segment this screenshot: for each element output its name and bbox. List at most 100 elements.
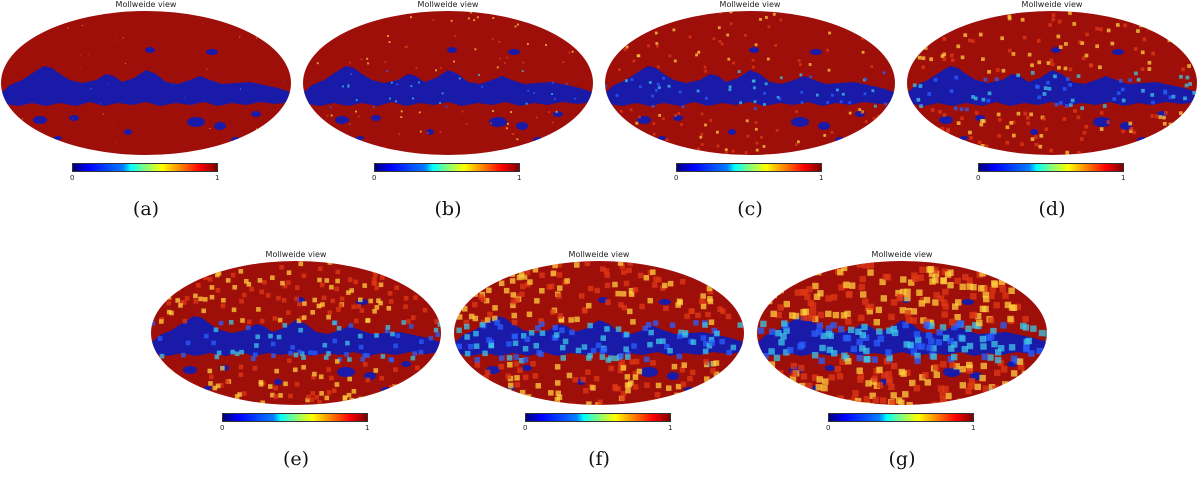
pixel-speckle [960, 55, 965, 60]
pixel-speckle [968, 130, 972, 135]
pixel-speckle [1000, 322, 1007, 329]
pixel-speckle [689, 369, 696, 376]
pixel-speckle [819, 344, 826, 352]
pixel-speckle [639, 85, 642, 89]
pixel-speckle [681, 105, 685, 109]
pixel-speckle [856, 338, 863, 346]
pixel-speckle [953, 363, 960, 370]
pixel-speckle [511, 133, 514, 135]
pixel-speckle [489, 264, 495, 271]
pixel-speckle [1005, 125, 1010, 130]
pixel-speckle [840, 12, 844, 15]
pixel-speckle [157, 297, 162, 302]
pixel-speckle [665, 263, 672, 270]
pixel-speckle [337, 29, 340, 32]
pixel-speckle [387, 291, 393, 296]
pixel-speckle [184, 266, 189, 271]
pixel-speckle [1030, 137, 1035, 141]
pixel-speckle [283, 381, 288, 387]
point-source-mask [960, 136, 968, 140]
pixel-speckle [1027, 52, 1032, 57]
pixel-speckle [665, 138, 669, 142]
pixel-speckle [709, 340, 716, 346]
pixel-speckle [861, 37, 864, 40]
pixel-speckle [335, 278, 340, 284]
pixel-speckle [863, 92, 867, 96]
pixel-speckle [386, 270, 391, 275]
pixel-speckle [468, 313, 475, 320]
pixel-speckle [386, 306, 392, 311]
pixel-speckle [255, 402, 261, 405]
pixel-speckle [713, 360, 720, 366]
pixel-speckle [367, 62, 369, 65]
sky-mask [605, 11, 895, 155]
pixel-speckle [761, 401, 769, 405]
pixel-speckle [1049, 58, 1054, 63]
mollweide-map [757, 261, 1047, 405]
pixel-speckle [860, 291, 867, 298]
point-source-mask [1093, 117, 1111, 127]
pixel-speckle [586, 302, 592, 309]
pixel-speckle [924, 31, 929, 36]
pixel-speckle [418, 111, 421, 114]
pixel-speckle [612, 281, 618, 288]
pixel-speckle [663, 305, 669, 312]
pixel-speckle [359, 308, 365, 313]
pixel-speckle [342, 85, 344, 88]
panel-caption: (c) [737, 198, 763, 220]
pixel-speckle [928, 270, 936, 278]
pixel-speckle [664, 343, 670, 350]
pixel-speckle [250, 356, 256, 362]
pixel-speckle [719, 338, 725, 345]
pixel-speckle [238, 364, 244, 370]
pixel-speckle [987, 317, 995, 324]
pixel-speckle [1147, 26, 1151, 31]
pixel-speckle [1008, 344, 1016, 351]
pixel-speckle [941, 299, 948, 306]
pixel-speckle [811, 330, 818, 337]
pixel-speckle [882, 71, 886, 75]
pixel-speckle [327, 261, 333, 265]
pixel-speckle [337, 357, 342, 362]
pixel-speckle [793, 266, 800, 273]
pixel-speckle [553, 332, 560, 338]
pixel-speckle [871, 89, 875, 93]
pixel-speckle [867, 402, 874, 405]
pixel-speckle [624, 331, 630, 338]
pixel-speckle [485, 406, 491, 412]
pixel-speckle [795, 110, 798, 113]
pixel-speckle [779, 277, 786, 284]
pixel-speckle [270, 275, 275, 280]
pixel-speckle [988, 384, 996, 391]
pixel-speckle [153, 365, 158, 371]
pixel-speckle [1016, 358, 1024, 365]
pixel-speckle [355, 110, 357, 113]
pixel-speckle [704, 386, 711, 393]
pixel-speckle [976, 319, 983, 327]
pixel-speckle [693, 320, 699, 326]
pixel-speckle [338, 303, 343, 308]
pixel-speckle [387, 35, 389, 37]
pixel-speckle [1194, 126, 1197, 130]
colorbar [222, 413, 368, 422]
pixel-speckle [418, 271, 423, 276]
pixel-speckle [21, 118, 23, 120]
point-source-mask [69, 115, 79, 121]
pixel-speckle [697, 147, 700, 151]
pixel-speckle [389, 357, 395, 363]
pixel-speckle [1133, 47, 1138, 51]
pixel-speckle [1082, 130, 1087, 135]
pixel-speckle [228, 320, 234, 325]
pixel-speckle [286, 280, 291, 285]
point-source-mask [522, 365, 532, 371]
pixel-speckle [373, 272, 378, 278]
pixel-speckle [1084, 53, 1089, 58]
pixel-speckle [1030, 379, 1038, 386]
pixel-speckle [885, 370, 893, 378]
point-source-mask [33, 116, 47, 124]
pixel-speckle [551, 93, 553, 95]
pixel-speckle [917, 134, 921, 138]
pixel-speckle [1123, 23, 1127, 28]
pixel-speckle [652, 320, 659, 326]
pixel-speckle [954, 314, 961, 321]
